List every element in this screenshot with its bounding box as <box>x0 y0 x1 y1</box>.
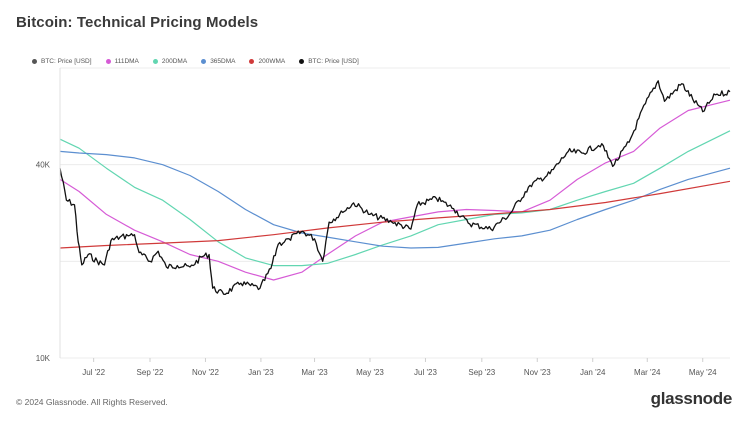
legend-dot-icon <box>32 59 37 64</box>
series-line-365dma <box>59 150 731 249</box>
series-line-200wma <box>59 180 731 249</box>
legend-label: BTC: Price [USD] <box>308 58 359 65</box>
copyright-text: © 2024 Glassnode. All Rights Reserved. <box>16 397 168 407</box>
x-tick-label: Sep '22 <box>137 368 164 377</box>
legend-label: 200WMA <box>258 58 286 65</box>
chart-title: Bitcoin: Technical Pricing Models <box>16 14 259 31</box>
legend-dot-icon <box>152 59 158 64</box>
x-tick-label: Jul '22 <box>82 368 105 377</box>
legend-item-111dma[interactable]: 111DMA <box>105 58 139 65</box>
legend-dot-icon <box>105 59 111 64</box>
legend-label: 111DMA <box>114 58 139 65</box>
legend-item-btc-price-usd[interactable]: BTC: Price [USD] <box>32 58 92 65</box>
legend-label: 365DMA <box>210 58 236 65</box>
y-tick-label: 40K <box>36 161 51 170</box>
series-line-111dma <box>59 99 731 281</box>
x-tick-label: Jan '24 <box>580 368 606 377</box>
x-tick-label: Mar '23 <box>301 368 328 377</box>
y-axis: 10K 40K <box>36 68 61 363</box>
y-tick-label: 10K <box>36 354 51 363</box>
series-line-200dma <box>59 130 731 267</box>
legend-item-200dma[interactable]: 200DMA <box>152 58 188 65</box>
series-line-btc-price-usd <box>59 80 731 296</box>
chart-series <box>59 80 731 296</box>
chart-grid <box>60 67 730 359</box>
legend-dot-icon <box>249 59 255 64</box>
x-tick-label: May '24 <box>689 368 717 377</box>
glassnode-logo: glassnode <box>650 389 733 408</box>
legend-label: BTC: Price [USD] <box>41 58 92 65</box>
x-tick-label: Mar '24 <box>634 368 661 377</box>
legend-item-btc-price[interactable]: BTC: Price [USD] <box>299 58 359 65</box>
legend-dot-icon <box>299 59 305 64</box>
x-axis: Jul '22 Sep '22 Nov '22 Jan '23 Mar '23 May '… <box>82 358 717 377</box>
x-tick-label: May '23 <box>356 368 384 377</box>
x-tick-label: Sep '23 <box>468 368 495 377</box>
legend-dot-icon <box>201 59 207 64</box>
x-tick-label: Jan '23 <box>248 368 274 377</box>
legend-label: 200DMA <box>161 58 188 65</box>
x-tick-label: Nov '22 <box>192 368 219 377</box>
legend-item-365dma[interactable]: 365DMA <box>201 58 235 65</box>
x-tick-label: Nov '23 <box>524 368 551 377</box>
legend-item-200wma[interactable]: 200WMA <box>249 58 285 65</box>
chart-legend: BTC: Price [USD] 111DMA 200DMA 365DMA 20… <box>32 58 359 65</box>
x-tick-label: Jul '23 <box>414 368 437 377</box>
